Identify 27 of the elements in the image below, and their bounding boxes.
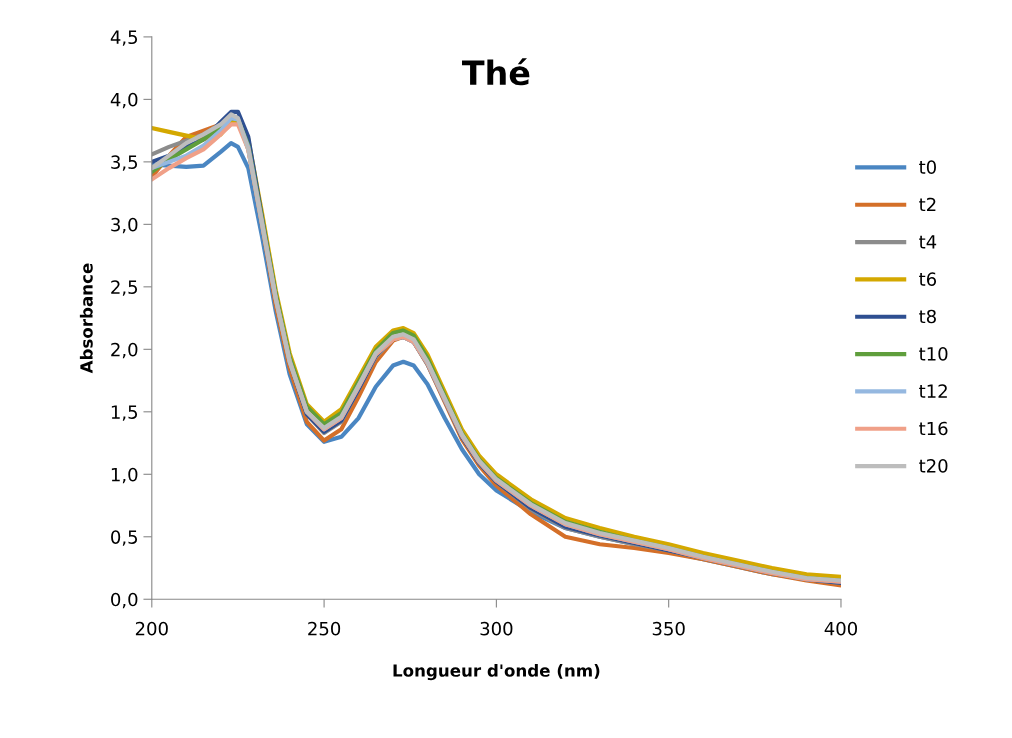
y-tick-label: 4,0 bbox=[110, 92, 138, 109]
y-tick-label: 1,0 bbox=[111, 467, 138, 484]
legend-label: t12 bbox=[919, 384, 947, 398]
legend-label: t20 bbox=[919, 459, 948, 473]
y-tick-label: 3,5 bbox=[111, 155, 138, 171]
y-axis-title: Absorbance bbox=[79, 263, 93, 374]
legend-label: t2 bbox=[919, 197, 936, 212]
y-tick-label: 4,5 bbox=[110, 30, 138, 46]
legend-label: t0 bbox=[919, 160, 936, 174]
legend-label: t6 bbox=[919, 272, 937, 286]
x-tick-label: 250 bbox=[308, 621, 341, 636]
legend-label: t4 bbox=[919, 235, 937, 249]
x-tick-label: 300 bbox=[480, 621, 513, 636]
y-tick-label: 1,5 bbox=[111, 405, 138, 421]
y-tick-label: 3,0 bbox=[111, 217, 138, 234]
x-axis-title: Longueur d'onde (nm) bbox=[393, 663, 600, 681]
x-tick-label: 400 bbox=[824, 621, 857, 636]
y-tick-label: 2,0 bbox=[111, 342, 138, 359]
x-tick-label: 200 bbox=[135, 621, 168, 636]
x-tick-label: 350 bbox=[652, 621, 685, 636]
legend-label: t10 bbox=[919, 347, 948, 361]
legend-label: t16 bbox=[919, 421, 948, 436]
y-tick-label: 2,5 bbox=[111, 280, 138, 296]
y-tick-label: 0,0 bbox=[111, 592, 138, 609]
y-tick-label: 0,5 bbox=[111, 530, 138, 546]
legend-label: t8 bbox=[919, 309, 936, 324]
text: Thé bbox=[462, 58, 530, 86]
